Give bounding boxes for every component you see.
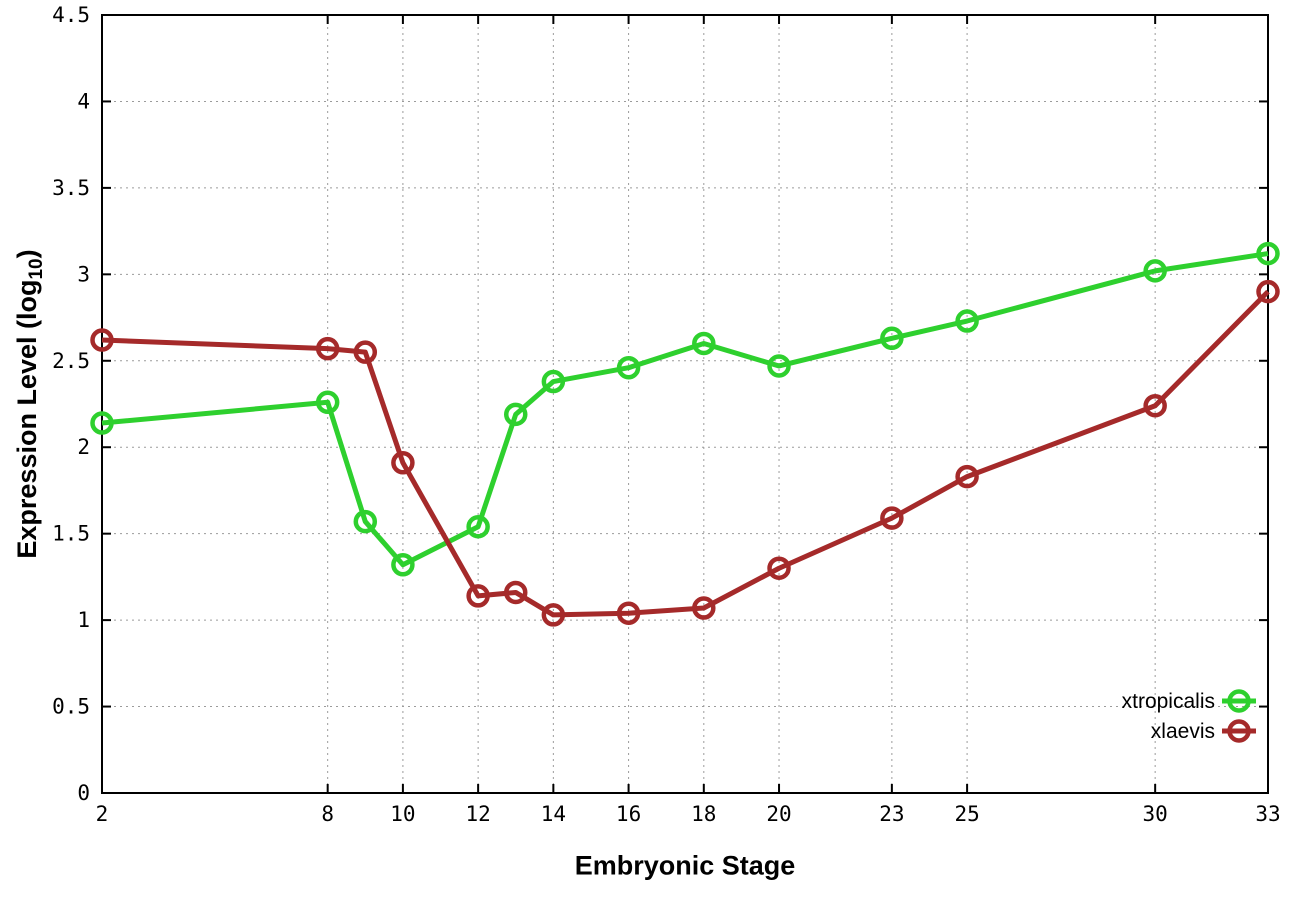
x-tick-label: 30 [1143,802,1168,826]
y-axis-title-subscript: 10 [26,258,48,280]
data-point-xlaevis [880,506,904,530]
x-tick-label: 23 [879,802,904,826]
x-tick-label: 20 [766,802,791,826]
x-tick-label: 16 [616,802,641,826]
x-tick-label: 10 [390,802,415,826]
y-tick-label: 4.5 [52,3,90,27]
plot-border [101,14,1269,794]
data-point-xlaevis [503,580,528,605]
data-point-xlaevis [90,328,114,352]
data-point-xtropicalis [692,331,716,356]
data-point-xtropicalis [1256,241,1280,266]
y-axis-title: Expression Level (log10) [12,249,48,558]
legend-label-xlaevis: xlaevis [1151,720,1215,743]
y-tick-label: 1 [77,608,90,632]
x-tick-label: 25 [954,802,979,826]
y-tick-label: 0 [77,781,90,805]
y-tick-label: 3.5 [52,176,90,200]
data-point-xlaevis [616,601,641,625]
y-tick-label: 2.5 [52,349,90,373]
y-axis-title-text: Expression Level (log [11,279,42,559]
data-point-xlaevis [1143,393,1167,418]
x-tick-label: 8 [321,802,334,826]
data-point-xtropicalis [880,326,904,351]
data-point-xlaevis [466,584,490,608]
x-tick-label: 33 [1255,802,1280,826]
x-tick-label: 14 [541,802,566,826]
series-line-xlaevis [101,289,1270,618]
data-point-xlaevis [767,556,791,580]
data-point-xtropicalis [1143,259,1167,283]
data-point-xtropicalis [391,553,415,577]
y-tick-label: 2 [77,435,90,459]
x-tick-label: 12 [465,802,490,826]
data-point-xlaevis [391,451,415,475]
data-point-xtropicalis [541,369,566,394]
series-line-xtropicalis [101,251,1269,568]
data-point-xlaevis [692,596,716,620]
data-point-xlaevis [1256,279,1280,304]
y-tick-label: 3 [77,262,90,286]
data-point-xtropicalis [616,355,641,380]
legend-label-xtropicalis: xtropicalis [1122,690,1215,713]
x-tick-label: 18 [691,802,716,826]
y-tick-label: 0.5 [52,695,90,719]
data-point-xtropicalis [315,390,340,415]
data-point-xlaevis [315,336,340,361]
data-point-xtropicalis [466,515,490,539]
data-point-xlaevis [541,603,566,627]
y-tick-label: 4 [77,89,90,113]
data-point-xlaevis [353,340,378,364]
legend-marker-xtropicalis [1227,689,1251,713]
data-point-xtropicalis [90,411,114,435]
data-point-xlaevis [955,464,979,489]
data-point-xtropicalis [503,402,528,427]
data-point-xtropicalis [353,509,378,534]
y-axis-title-close: ) [11,249,42,259]
legend-marker-xlaevis [1227,719,1251,743]
data-point-xtropicalis [955,309,979,333]
x-axis-title: Embryonic Stage [574,850,796,881]
y-tick-label: 1.5 [52,522,90,546]
data-point-xtropicalis [767,354,791,378]
x-tick-label: 2 [96,802,109,826]
